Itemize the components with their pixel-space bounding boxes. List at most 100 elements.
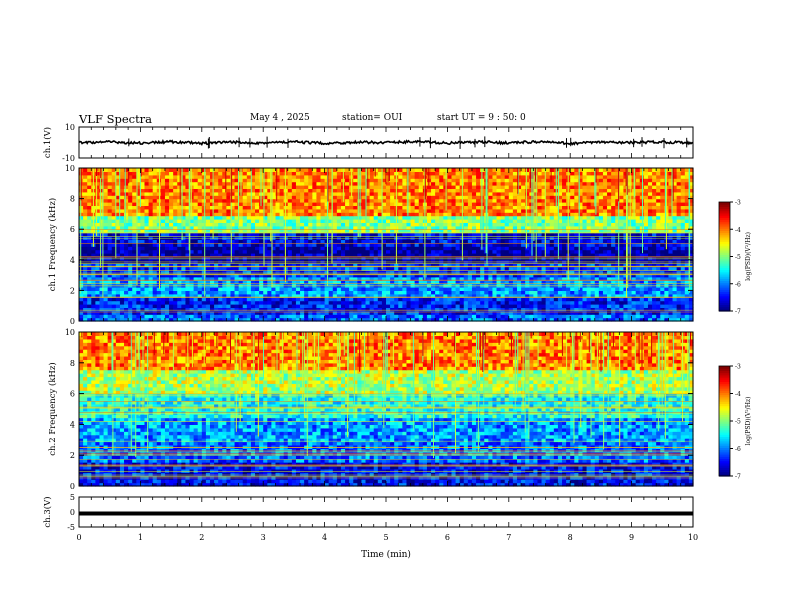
spectrogram-cell — [226, 222, 232, 227]
spectrogram-cell — [279, 246, 285, 251]
spectrogram-cell — [177, 290, 182, 295]
spectrogram-cell — [316, 317, 322, 322]
spectrogram-cell — [439, 287, 444, 291]
spectrogram-cell — [275, 276, 281, 281]
spectrogram-cell — [476, 314, 481, 319]
spectrogram-cell — [598, 215, 604, 220]
spectrogram-cell — [246, 293, 252, 298]
spectrogram-cell — [185, 290, 191, 295]
spectrogram-cell — [214, 314, 219, 319]
spectrogram-cell — [324, 232, 330, 237]
spectrogram-cell — [594, 225, 600, 230]
spectrogram-cell — [103, 266, 109, 271]
spectrogram-cell — [463, 314, 469, 319]
spectrogram-cell — [242, 317, 248, 322]
spectrogram-cell — [451, 242, 457, 247]
spectrogram-cell — [79, 273, 84, 278]
spectrogram-cell — [328, 270, 334, 274]
spectrogram-cell — [619, 225, 625, 230]
spectrogram-cell — [246, 225, 252, 230]
spectrogram-cell — [688, 249, 694, 254]
spectrogram-cell — [115, 290, 121, 295]
spectrogram-cell — [443, 256, 448, 261]
spectrogram-cell — [537, 317, 543, 322]
spectrogram-cell — [394, 307, 399, 312]
spectrogram-cell — [590, 219, 596, 223]
spectrogram-cell — [128, 219, 133, 223]
spectrogram-cell — [169, 310, 174, 315]
spectrogram-cell — [508, 249, 514, 254]
spectrogram-cell — [492, 263, 498, 268]
spectrogram-cell — [103, 225, 109, 230]
spectrogram-cell — [557, 266, 563, 271]
spectrogram-cell — [365, 215, 371, 220]
spectrogram-cell — [627, 310, 633, 315]
spectrogram-cell — [652, 249, 657, 254]
spectrogram-cell — [410, 273, 416, 278]
spectrogram-cell — [218, 246, 223, 251]
spectrogram-cell — [451, 290, 457, 295]
spectrogram-cell — [643, 222, 649, 227]
spectrogram-cell — [615, 270, 620, 274]
spectrogram-cell — [615, 253, 620, 257]
spectrogram-cell — [664, 287, 670, 291]
spectrogram-cell — [291, 293, 297, 298]
spectrogram-cell — [238, 253, 244, 257]
spectrogram-cell — [148, 249, 154, 254]
spectrogram-cell — [111, 253, 117, 257]
spectrogram-cell — [590, 242, 596, 247]
spectrogram-cell — [246, 246, 252, 251]
spectrogram-cell — [230, 276, 236, 281]
spectrogram-cell — [197, 307, 203, 312]
spectrogram-cell — [238, 246, 244, 251]
spectrogram-cell — [226, 232, 232, 237]
spectrogram-cell — [586, 307, 592, 312]
spectrogram-cell — [300, 232, 305, 237]
spectrogram-cell — [439, 314, 444, 319]
spectrogram-cell — [107, 212, 113, 217]
spectrogram-cell — [516, 253, 522, 257]
spectrogram-cell — [185, 293, 191, 298]
spectrogram-cell — [410, 263, 416, 268]
spectrogram-cell — [492, 212, 498, 217]
spectrogram-cell — [467, 304, 473, 308]
spectrogram-cell — [480, 246, 485, 251]
spectrogram-cell — [332, 293, 338, 298]
spectrogram-cell — [267, 256, 272, 261]
spectrogram-cell — [422, 304, 428, 308]
spectrogram-cell — [426, 242, 432, 247]
spectrogram-cell — [496, 266, 502, 271]
spectrogram-cell — [185, 236, 191, 240]
spectrogram-cell — [504, 215, 510, 220]
spectrogram-cell — [676, 266, 682, 271]
spectrogram-cell — [115, 208, 121, 213]
spectrogram-cell — [308, 225, 313, 230]
spectrogram-cell — [422, 310, 428, 315]
spectrogram-cell — [279, 242, 285, 247]
spectrogram-cell — [574, 300, 579, 305]
spectrogram-cell — [234, 263, 240, 268]
spectrogram-cell — [132, 225, 137, 230]
spectrogram-cell — [607, 208, 612, 213]
spectrogram-cell — [316, 300, 322, 305]
spectrogram-cell — [615, 236, 620, 240]
spectrogram-cell — [496, 222, 502, 227]
spectrogram-cell — [132, 273, 137, 278]
spectrogram-cell — [79, 232, 84, 237]
spectrogram-cell — [594, 249, 600, 254]
spectrogram-cell — [516, 310, 522, 315]
spectrogram-cell — [537, 290, 543, 295]
spectrogram-cell — [349, 290, 354, 295]
spectrogram-cell — [504, 297, 510, 302]
spectrogram-cell — [619, 293, 625, 298]
spectrogram-cell — [295, 297, 301, 302]
spectrogram-cell — [533, 270, 539, 274]
spectrogram-cell — [676, 239, 682, 244]
spectrogram-cell — [488, 300, 494, 305]
spectrogram-cell — [238, 310, 244, 315]
spectrogram-cell — [234, 208, 240, 213]
spectrogram-cell — [185, 256, 191, 261]
spectrogram-cell — [386, 307, 391, 312]
spectrogram-cell — [521, 304, 526, 308]
spectrogram-cell — [574, 310, 579, 315]
